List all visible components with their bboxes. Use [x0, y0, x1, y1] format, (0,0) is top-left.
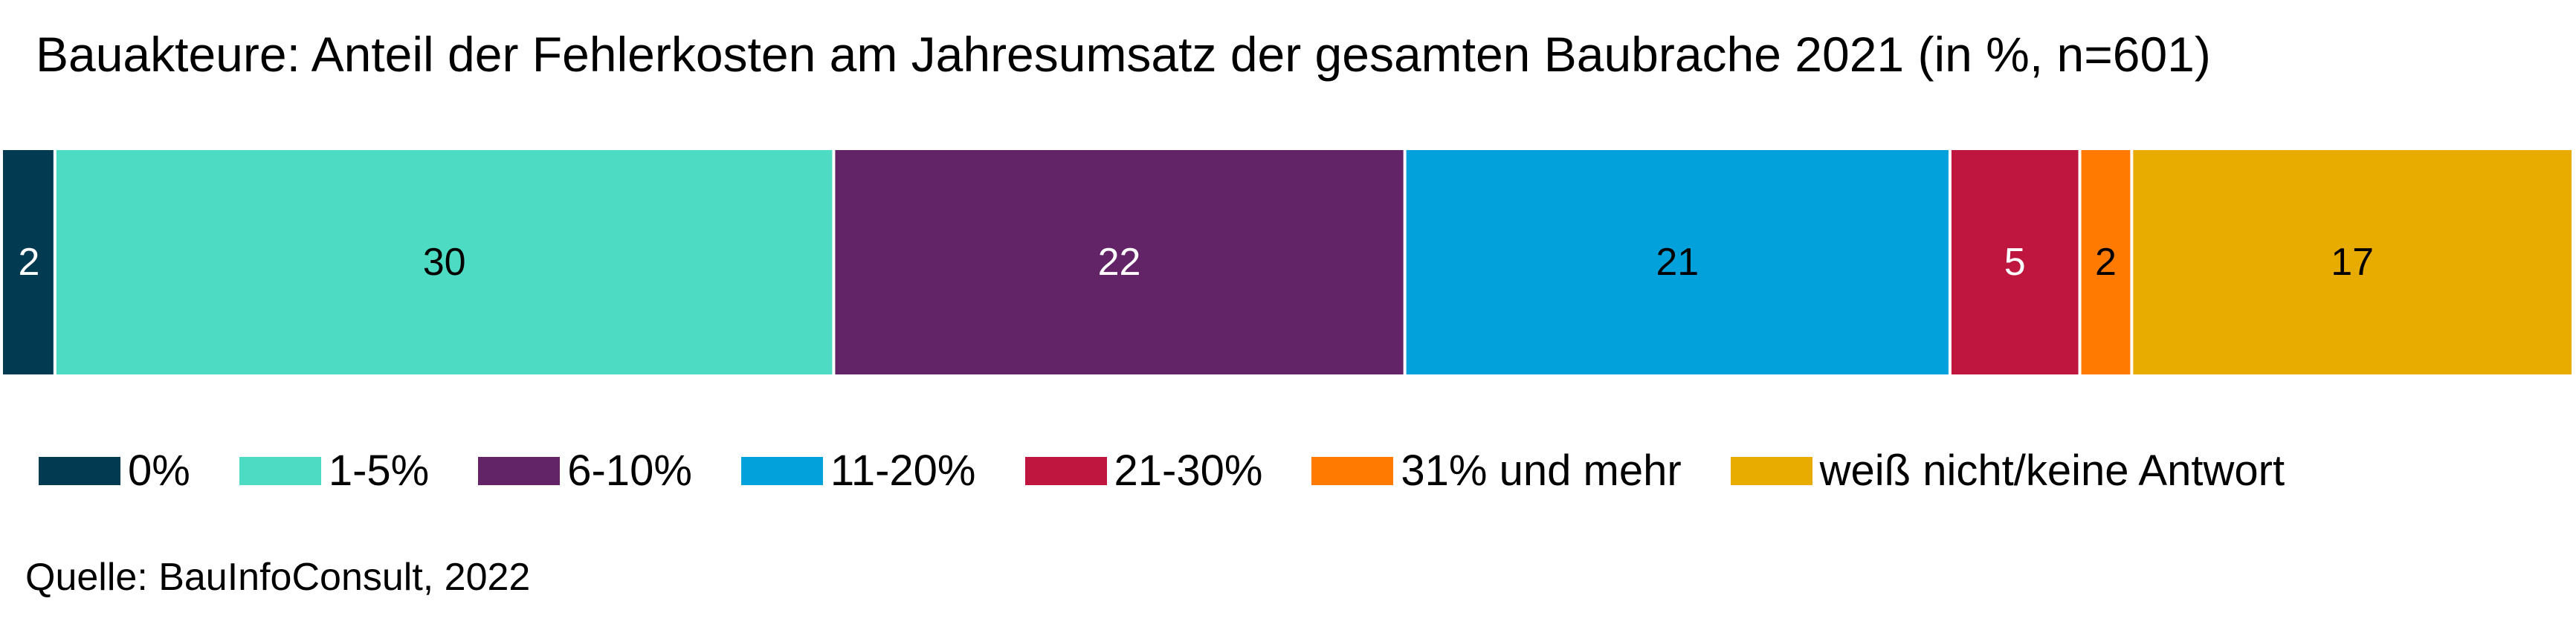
legend-swatch [478, 457, 561, 485]
data-label-1: 30 [423, 241, 466, 284]
bar-segment-6 [2133, 150, 2572, 374]
legend-swatch [1024, 457, 1107, 485]
legend-item-4: 21-30% [1024, 441, 1263, 501]
data-label-2: 22 [1098, 241, 1141, 284]
source-note: Quelle: BauInfoConsult, 2022 [25, 556, 531, 599]
legend-item-5: 31% und mehr [1311, 441, 1682, 501]
legend-label: 0% [128, 447, 190, 495]
legend-item-1: 1-5% [239, 441, 429, 501]
legend-label: 6-10% [567, 447, 692, 495]
chart-legend: 0% 1-5% 6-10% 11-20% 21-30% 31% und mehr weiß … [39, 441, 2334, 501]
legend-swatch [1311, 457, 1394, 485]
legend-label: weiß nicht/keine Antwort [1819, 447, 2285, 495]
legend-label: 21-30% [1114, 447, 1263, 495]
data-label-3: 21 [1656, 241, 1699, 284]
legend-label: 31% und mehr [1401, 447, 1682, 495]
data-label-5: 2 [2095, 241, 2117, 284]
legend-swatch [1730, 457, 1812, 485]
legend-item-2: 6-10% [478, 441, 692, 501]
legend-item-6: weiß nicht/keine Antwort [1730, 441, 2285, 501]
bar-segment-4 [1951, 150, 2079, 374]
legend-label: 11-20% [830, 447, 976, 495]
legend-swatch [239, 457, 321, 485]
bar-segment-3 [1406, 150, 1949, 374]
bar-segment-0 [3, 150, 54, 374]
legend-swatch [740, 457, 823, 485]
bar-segment-1 [56, 150, 833, 374]
legend-label: 1-5% [328, 447, 430, 495]
data-label-6: 17 [2331, 241, 2374, 284]
legend-item-3: 11-20% [740, 441, 976, 501]
data-label-0: 2 [18, 241, 39, 284]
stacked-bar-chart: 2 30 22 21 5 2 17 [3, 150, 2572, 374]
bar-segment-2 [835, 150, 1404, 374]
legend-swatch [39, 457, 120, 485]
bar-segment-5 [2081, 150, 2131, 374]
data-label-4: 5 [2004, 241, 2026, 284]
legend-item-0: 0% [39, 441, 190, 501]
chart-title: Bauakteure: Anteil der Fehlerkosten am J… [36, 27, 2211, 82]
